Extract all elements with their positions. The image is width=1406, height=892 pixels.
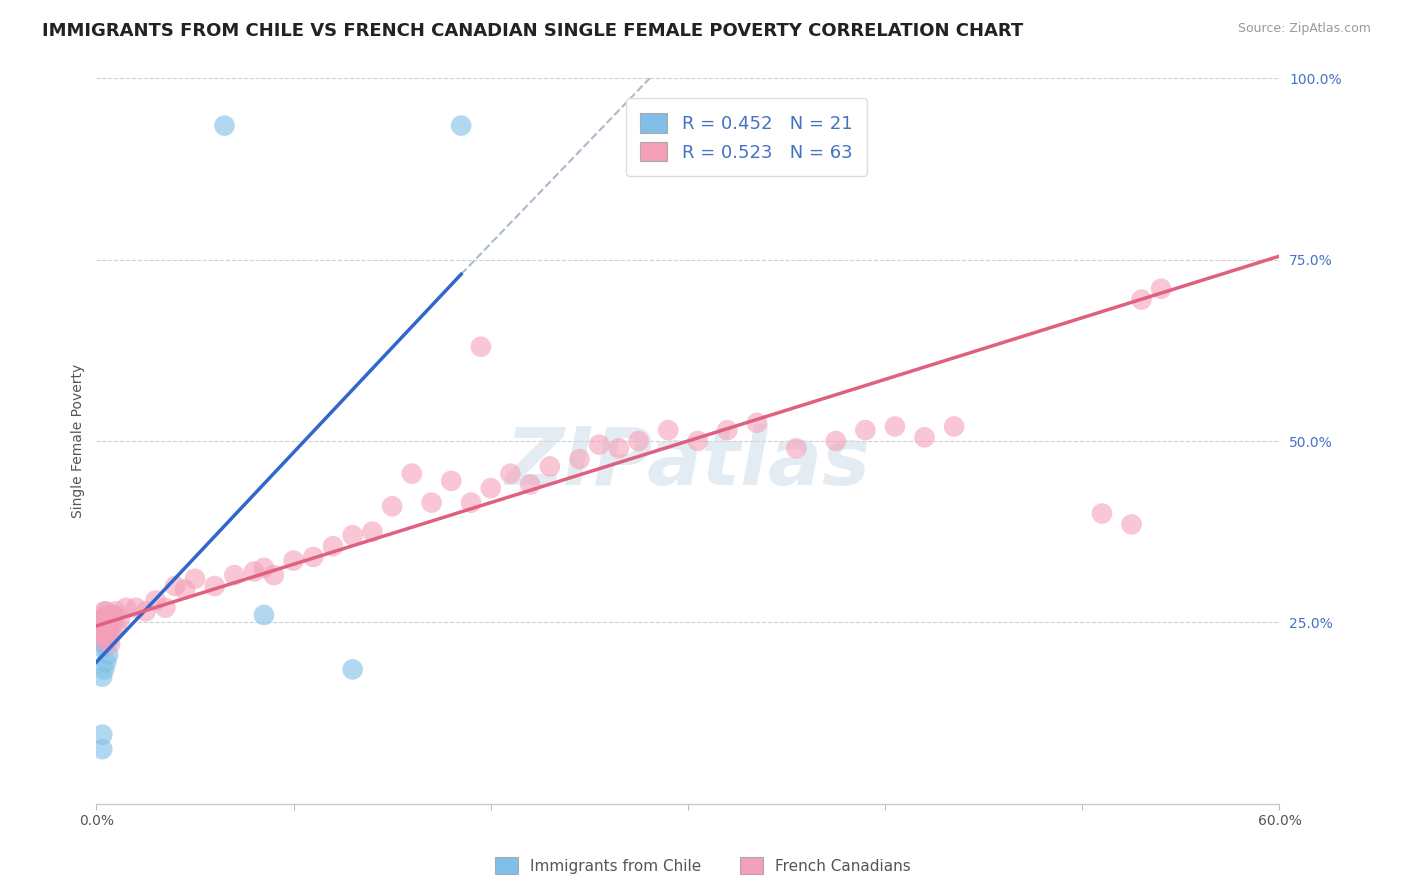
Point bbox=[115, 600, 138, 615]
Point bbox=[588, 437, 610, 451]
Point bbox=[91, 626, 114, 640]
Point bbox=[243, 565, 266, 579]
Point bbox=[499, 467, 522, 481]
Point bbox=[686, 434, 709, 448]
Point bbox=[204, 579, 226, 593]
Point bbox=[97, 633, 120, 648]
Point bbox=[96, 655, 118, 669]
Point bbox=[657, 423, 679, 437]
Point bbox=[101, 615, 124, 630]
Point bbox=[440, 474, 463, 488]
Point bbox=[97, 626, 120, 640]
Point bbox=[96, 612, 118, 626]
Point bbox=[824, 434, 846, 448]
Point bbox=[91, 619, 114, 633]
Y-axis label: Single Female Poverty: Single Female Poverty bbox=[72, 364, 86, 518]
Point bbox=[135, 604, 157, 618]
Point bbox=[101, 607, 124, 622]
Point bbox=[91, 612, 114, 626]
Point bbox=[470, 340, 492, 354]
Point bbox=[91, 742, 114, 756]
Point bbox=[745, 416, 768, 430]
Text: IMMIGRANTS FROM CHILE VS FRENCH CANADIAN SINGLE FEMALE POVERTY CORRELATION CHART: IMMIGRANTS FROM CHILE VS FRENCH CANADIAN… bbox=[42, 22, 1024, 40]
Point bbox=[91, 670, 114, 684]
Point bbox=[460, 495, 482, 509]
Point bbox=[450, 119, 472, 133]
Point bbox=[568, 452, 591, 467]
Point bbox=[322, 539, 344, 553]
Point bbox=[105, 619, 128, 633]
Point bbox=[381, 500, 404, 514]
Point bbox=[93, 662, 115, 676]
Point bbox=[101, 626, 124, 640]
Point bbox=[98, 619, 121, 633]
Point bbox=[943, 419, 966, 434]
Point bbox=[145, 593, 167, 607]
Point bbox=[98, 637, 121, 651]
Point bbox=[263, 568, 285, 582]
Point bbox=[93, 626, 115, 640]
Point bbox=[627, 434, 650, 448]
Point bbox=[253, 561, 276, 575]
Point bbox=[91, 640, 114, 655]
Point bbox=[1121, 517, 1143, 532]
Point bbox=[125, 600, 148, 615]
Point bbox=[96, 607, 118, 622]
Point bbox=[96, 604, 118, 618]
Point bbox=[853, 423, 876, 437]
Point bbox=[93, 637, 115, 651]
Point bbox=[174, 582, 197, 597]
Point bbox=[1091, 507, 1114, 521]
Point bbox=[479, 481, 502, 495]
Point bbox=[98, 612, 121, 626]
Point bbox=[342, 528, 364, 542]
Point bbox=[914, 430, 936, 444]
Legend: R = 0.452   N = 21, R = 0.523   N = 63: R = 0.452 N = 21, R = 0.523 N = 63 bbox=[626, 98, 868, 176]
Point bbox=[283, 554, 305, 568]
Point bbox=[253, 607, 276, 622]
Point bbox=[184, 572, 207, 586]
Point bbox=[342, 662, 364, 676]
Point bbox=[519, 477, 541, 491]
Point bbox=[155, 600, 177, 615]
Point bbox=[302, 549, 325, 564]
Point bbox=[103, 607, 125, 622]
Point bbox=[716, 423, 738, 437]
Point bbox=[224, 568, 246, 582]
Point bbox=[96, 623, 118, 637]
Point bbox=[361, 524, 384, 539]
Point bbox=[91, 633, 114, 648]
Point bbox=[96, 615, 118, 630]
Point bbox=[96, 623, 118, 637]
Point bbox=[105, 604, 128, 618]
Point bbox=[93, 619, 115, 633]
Point bbox=[214, 119, 236, 133]
Point bbox=[884, 419, 907, 434]
Point bbox=[97, 648, 120, 662]
Text: ZIPatlas: ZIPatlas bbox=[505, 424, 870, 502]
Point bbox=[1150, 282, 1173, 296]
Point bbox=[91, 728, 114, 742]
Point bbox=[97, 619, 120, 633]
Point bbox=[97, 630, 120, 644]
Point bbox=[89, 626, 111, 640]
Point bbox=[420, 495, 443, 509]
Point bbox=[538, 459, 561, 474]
Point bbox=[607, 442, 630, 456]
Point bbox=[165, 579, 187, 593]
Legend: Immigrants from Chile, French Canadians: Immigrants from Chile, French Canadians bbox=[489, 851, 917, 880]
Point bbox=[108, 612, 131, 626]
Point bbox=[1130, 293, 1153, 307]
Point bbox=[93, 604, 115, 618]
Point bbox=[93, 612, 115, 626]
Text: Source: ZipAtlas.com: Source: ZipAtlas.com bbox=[1237, 22, 1371, 36]
Point bbox=[785, 442, 807, 456]
Point bbox=[401, 467, 423, 481]
Point bbox=[93, 633, 115, 648]
